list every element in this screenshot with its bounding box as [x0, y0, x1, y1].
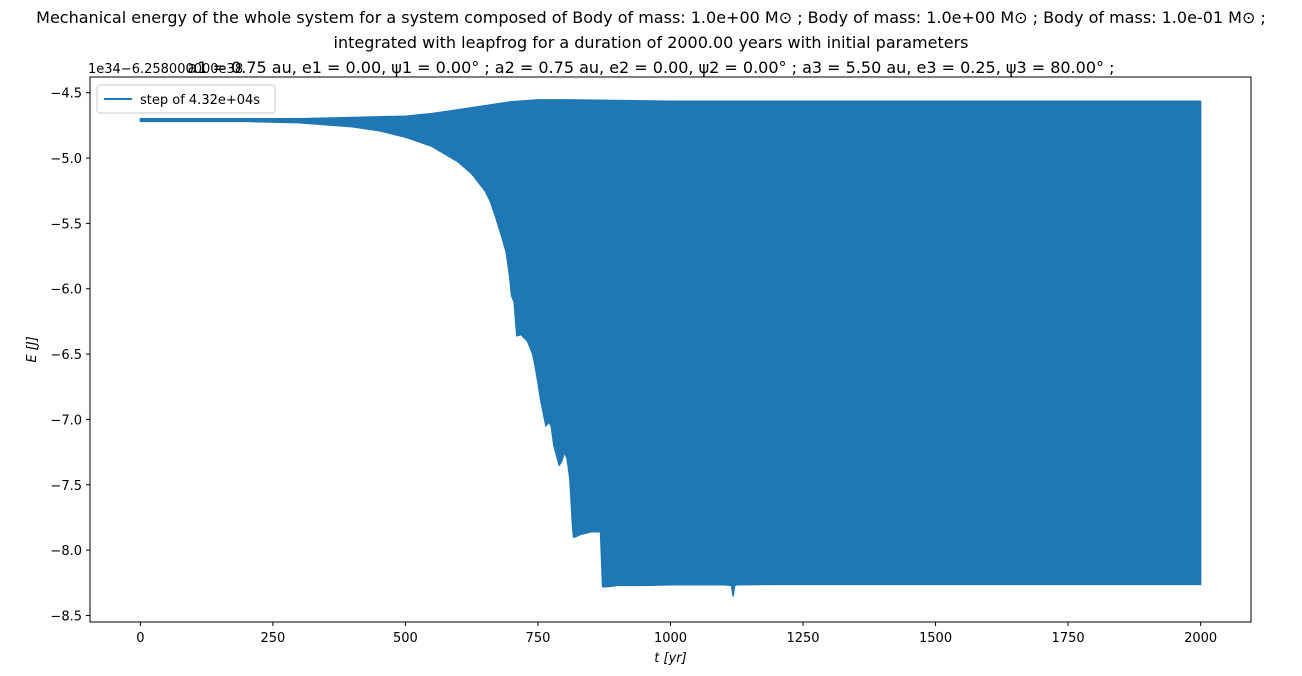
- y-tick-label: −5.0: [50, 152, 82, 167]
- x-axis: 0 250 500 750 1000 1250 1500 1750 2000: [136, 622, 1217, 646]
- x-tick-label: 0: [136, 631, 144, 646]
- y-tick-label: −8.5: [50, 609, 82, 624]
- y-axis-label: E [J]: [25, 336, 40, 362]
- x-tick-label: 2000: [1184, 631, 1217, 646]
- x-axis-label: t [yr]: [654, 651, 686, 666]
- legend: step of 4.32e+04s: [96, 84, 276, 114]
- y-axis-offset-text: 1e34−6.258000000e38: [88, 62, 244, 77]
- chart-title-line-1: Mechanical energy of the whole system fo…: [36, 8, 1266, 27]
- y-tick-label: −7.0: [50, 413, 82, 428]
- x-tick-label: 1000: [654, 631, 687, 646]
- y-axis: −8.5 −8.0 −7.5 −7.0 −6.5 −6.0 −5.5 −5.0 −4.5: [50, 87, 90, 624]
- legend-entry-step: step of 4.32e+04s: [140, 93, 260, 108]
- plot-area: [139, 99, 1202, 597]
- y-tick-label: −6.5: [50, 348, 82, 363]
- chart-title-line-3: a1 = 0.75 au, e1 = 0.00, ψ1 = 0.00° ; a2…: [187, 58, 1115, 77]
- y-tick-label: −4.5: [50, 87, 82, 102]
- x-tick-label: 500: [393, 631, 418, 646]
- series-energy-band: [139, 99, 1202, 597]
- y-tick-label: −7.5: [50, 479, 82, 494]
- y-tick-label: −6.0: [50, 283, 82, 298]
- x-tick-label: 1250: [786, 631, 819, 646]
- chart-title-line-2: integrated with leapfrog for a duration …: [333, 33, 969, 52]
- y-tick-label: −8.0: [50, 544, 82, 559]
- x-tick-label: 1750: [1052, 631, 1085, 646]
- y-tick-label: −5.5: [50, 217, 82, 232]
- x-tick-label: 750: [526, 631, 551, 646]
- legend-box: [96, 84, 276, 114]
- x-tick-label: 250: [260, 631, 285, 646]
- x-tick-label: 1500: [919, 631, 952, 646]
